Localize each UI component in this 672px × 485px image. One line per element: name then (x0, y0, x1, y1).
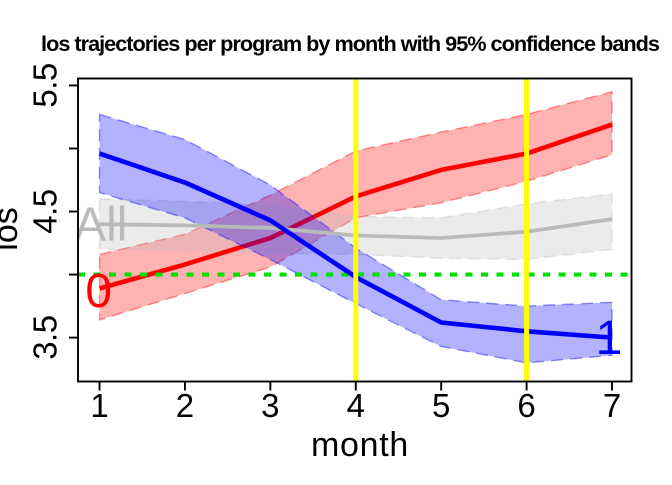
x-tick-label: 7 (603, 387, 621, 424)
x-axis-label: month (311, 426, 409, 464)
x-tick-label: 1 (90, 387, 108, 424)
band-program-1 (98, 113, 613, 364)
x-tick-label: 4 (347, 387, 365, 424)
label-program-0: 0 (85, 265, 112, 318)
label-all: All (74, 199, 127, 252)
plot-border (77, 77, 633, 383)
label-program-1: 1 (596, 312, 623, 365)
y-tick-label: 4.5 (27, 189, 64, 233)
plot-area: 0 1 All (74, 78, 632, 382)
y-tick-label: 3.5 (27, 315, 64, 359)
y-tick-label: 5.5 (27, 63, 64, 107)
x-tick-label: 3 (261, 387, 279, 424)
x-tick-label: 6 (517, 387, 535, 424)
y-axis-label: los (0, 207, 25, 250)
x-tick-label: 2 (176, 387, 194, 424)
x-tick-label: 5 (432, 387, 450, 424)
chart-title: los trajectories per program by month wi… (41, 31, 660, 56)
